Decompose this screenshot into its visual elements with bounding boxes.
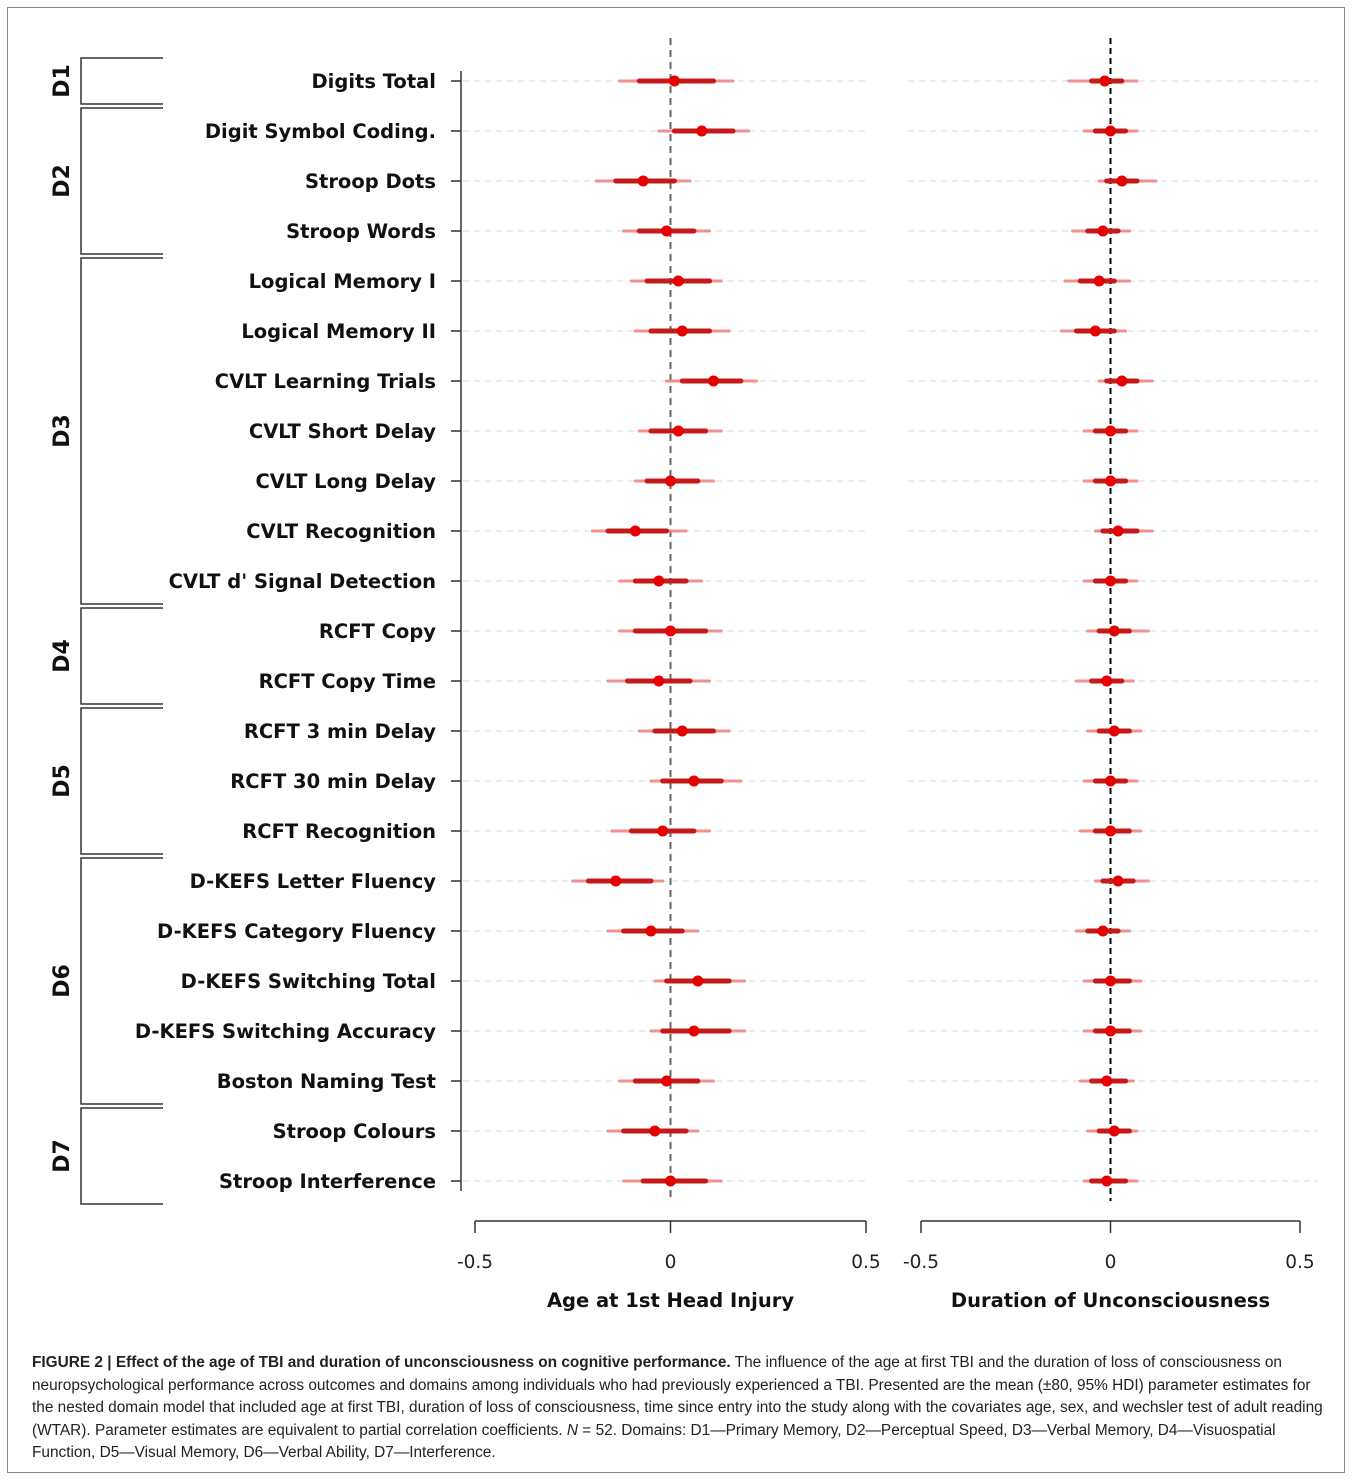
outcome-label: RCFT Recognition bbox=[242, 820, 436, 843]
estimate-point bbox=[1105, 775, 1116, 787]
domain-label: D5 bbox=[50, 764, 75, 798]
estimate-point bbox=[665, 1175, 676, 1187]
estimate-point bbox=[1112, 875, 1124, 887]
estimate-point bbox=[645, 925, 657, 937]
outcome-label: Boston Naming Test bbox=[217, 1070, 436, 1093]
forest-plot: Digits Total Digit Symbol Coding. Stroop D… bbox=[50, 38, 1318, 1312]
outcome-label: CVLT d' Signal Detection bbox=[169, 570, 436, 593]
estimate-point bbox=[665, 625, 676, 637]
outcome-label: CVLT Short Delay bbox=[249, 420, 436, 443]
estimate-point bbox=[649, 1125, 661, 1137]
estimate-point bbox=[676, 725, 688, 737]
x-tick-label: -0.5 bbox=[457, 1252, 493, 1273]
domain-label: D1 bbox=[50, 64, 75, 98]
estimate-point bbox=[661, 225, 673, 237]
domain-label: D7 bbox=[50, 1139, 75, 1173]
estimate-point bbox=[629, 525, 641, 537]
estimate-point bbox=[688, 775, 700, 787]
domain-bracket bbox=[80, 107, 163, 255]
outcome-label: Stroop Colours bbox=[273, 1120, 436, 1143]
estimate-point bbox=[1105, 425, 1116, 437]
estimate-point bbox=[672, 425, 684, 437]
domain-label: D3 bbox=[50, 414, 75, 448]
figure-caption: FIGURE 2 | Effect of the age of TBI and … bbox=[32, 1352, 1332, 1465]
outcome-label: Logical Memory I bbox=[249, 270, 436, 293]
x-tick-label: 0 bbox=[665, 1252, 677, 1273]
estimate-point bbox=[1105, 825, 1116, 837]
domain-bracket bbox=[80, 57, 163, 105]
figure-frame: Digits Total Digit Symbol Coding. Stroop D… bbox=[7, 7, 1345, 1473]
estimate-point bbox=[1105, 575, 1116, 587]
estimate-point bbox=[708, 375, 720, 387]
outcome-label: RCFT Copy bbox=[319, 620, 436, 643]
outcome-label: RCFT 3 min Delay bbox=[244, 720, 436, 743]
caption-text-end: = 52. Domains: D1—Primary Memory, D2—Per… bbox=[32, 1421, 1276, 1462]
estimate-point bbox=[672, 275, 684, 287]
outcome-label: Digits Total bbox=[311, 70, 436, 93]
outcome-label: Stroop Dots bbox=[305, 170, 436, 193]
estimate-point bbox=[1108, 725, 1120, 737]
domain-bracket bbox=[80, 607, 163, 705]
domain-label: D2 bbox=[50, 164, 75, 198]
outcome-label: RCFT Copy Time bbox=[259, 670, 436, 693]
estimate-point bbox=[1112, 525, 1124, 537]
estimate-point bbox=[1089, 325, 1101, 337]
estimate-point bbox=[1105, 975, 1116, 987]
estimate-point bbox=[610, 875, 622, 887]
domain-bracket bbox=[80, 257, 163, 605]
outcome-label: CVLT Recognition bbox=[246, 520, 436, 543]
domain-label: D4 bbox=[50, 639, 75, 673]
estimate-point bbox=[696, 125, 708, 137]
outcome-label: Stroop Words bbox=[286, 220, 436, 243]
estimate-point bbox=[1097, 925, 1109, 937]
estimate-point bbox=[1105, 1025, 1116, 1037]
outcome-label: Logical Memory II bbox=[241, 320, 436, 343]
outcome-label: CVLT Long Delay bbox=[255, 470, 436, 493]
estimate-point bbox=[653, 575, 665, 587]
x-tick-label: 0 bbox=[1105, 1252, 1117, 1273]
caption-title: Effect of the age of TBI and duration of… bbox=[115, 1354, 731, 1371]
caption-text: The influence of the age at first TBI an… bbox=[32, 1354, 1323, 1439]
domain-bracket bbox=[80, 1107, 163, 1205]
estimate-point bbox=[653, 675, 665, 687]
x-axis-title: Duration of Unconsciousness bbox=[951, 1289, 1270, 1312]
estimate-point bbox=[1108, 625, 1120, 637]
x-axis-title: Age at 1st Head Injury bbox=[547, 1289, 794, 1312]
estimate-point bbox=[676, 325, 688, 337]
estimate-point bbox=[1099, 75, 1111, 87]
estimate-point bbox=[1093, 275, 1105, 287]
caption-n-symbol: N bbox=[566, 1421, 579, 1439]
domain-bracket bbox=[80, 857, 163, 1105]
outcome-label: RCFT 30 min Delay bbox=[230, 770, 436, 793]
outcome-label: CVLT Learning Trials bbox=[215, 370, 436, 393]
estimate-point bbox=[668, 75, 680, 87]
domain-label: D6 bbox=[50, 964, 75, 998]
estimate-point bbox=[657, 825, 669, 837]
estimate-point bbox=[1108, 1125, 1120, 1137]
estimate-point bbox=[1116, 175, 1128, 187]
estimate-point bbox=[637, 175, 649, 187]
outcome-label: D-KEFS Switching Accuracy bbox=[135, 1020, 436, 1043]
outcome-label: D-KEFS Letter Fluency bbox=[190, 870, 437, 893]
x-tick-label: -0.5 bbox=[903, 1252, 939, 1273]
outcome-label: Stroop Interference bbox=[219, 1170, 436, 1193]
estimate-point bbox=[1105, 125, 1116, 137]
estimate-point bbox=[1105, 475, 1116, 487]
estimate-point bbox=[1101, 675, 1113, 687]
estimate-point bbox=[1097, 225, 1109, 237]
domain-bracket bbox=[80, 707, 163, 855]
estimate-point bbox=[661, 1075, 673, 1087]
estimate-point bbox=[665, 475, 676, 487]
caption-label: FIGURE 2 | bbox=[32, 1354, 116, 1371]
estimate-point bbox=[1101, 1175, 1113, 1187]
x-tick-label: 0.5 bbox=[1285, 1252, 1314, 1273]
outcome-label: D-KEFS Switching Total bbox=[181, 970, 436, 993]
estimate-point bbox=[1101, 1075, 1113, 1087]
estimate-point bbox=[692, 975, 704, 987]
outcome-label: Digit Symbol Coding. bbox=[205, 120, 436, 143]
estimate-point bbox=[688, 1025, 700, 1037]
outcome-label: D-KEFS Category Fluency bbox=[157, 920, 436, 943]
estimate-point bbox=[1116, 375, 1128, 387]
x-tick-label: 0.5 bbox=[851, 1252, 880, 1273]
